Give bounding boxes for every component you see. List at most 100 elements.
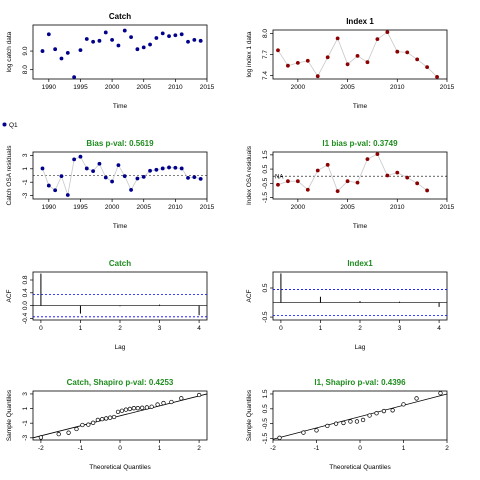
data-point xyxy=(354,419,360,424)
data-point xyxy=(46,183,51,188)
y-axis-label: Sample Quantiles xyxy=(6,389,13,441)
x-tick-label: -2 xyxy=(38,445,44,452)
data-point xyxy=(139,405,145,410)
data-point xyxy=(97,38,102,43)
data-point xyxy=(192,175,197,180)
x-tick-label: 2005 xyxy=(136,84,151,91)
data-point xyxy=(135,176,140,181)
y-tick-label: 9.0 xyxy=(22,46,29,55)
data-point xyxy=(415,181,420,186)
data-point xyxy=(401,402,406,407)
data-point xyxy=(129,188,133,192)
chart-panel-catch_acf: Catch 0 1 2 3 4 -0.4 0.0 0.4 0.8 Lag ACF xyxy=(6,259,208,351)
chart-panel-index1: Index 1 2000 2005 2010 2015 7.4 7.7 8.0 Time log … xyxy=(246,17,455,110)
legend-label: Q1 xyxy=(9,122,18,129)
x-axis-label: Theoretical Quantiles xyxy=(329,464,391,471)
data-point xyxy=(186,39,190,44)
data-point xyxy=(355,180,360,185)
data-point xyxy=(104,416,109,421)
x-tick-label: 1995 xyxy=(73,204,88,211)
y-tick-label: 0.0 xyxy=(22,301,29,310)
y-axis-label: log catch data xyxy=(6,31,13,72)
x-tick-label: -2 xyxy=(270,445,276,452)
data-point xyxy=(46,32,51,37)
x-tick-label: 0 xyxy=(118,445,122,452)
x-tick-label: 1 xyxy=(402,445,406,452)
x-tick-label: 2000 xyxy=(291,84,306,91)
data-point xyxy=(100,417,105,422)
data-point xyxy=(390,408,395,413)
y-tick-label: 1 xyxy=(22,406,29,410)
x-tick-label: 2010 xyxy=(390,84,405,91)
x-tick-label: -1 xyxy=(78,445,84,452)
x-tick-label: 2010 xyxy=(390,204,405,211)
data-point xyxy=(90,420,96,425)
data-point xyxy=(173,33,178,38)
data-point xyxy=(78,48,83,53)
x-axis-label: Lag xyxy=(115,344,126,351)
data-point xyxy=(131,406,136,411)
data-point xyxy=(116,163,121,167)
y-tick-label: 1.5 xyxy=(262,150,269,159)
data-point xyxy=(348,419,353,424)
chart-title: I1 bias p-val: 0.3749 xyxy=(322,139,398,148)
x-tick-label: -1 xyxy=(314,445,320,452)
data-point xyxy=(144,405,150,410)
y-tick-label: 3 xyxy=(22,153,29,157)
data-point xyxy=(179,166,184,171)
data-point xyxy=(276,48,280,53)
plot-frame xyxy=(272,29,448,80)
series-line xyxy=(277,153,428,192)
y-tick-label: 0.5 xyxy=(262,404,269,413)
data-point xyxy=(192,37,197,42)
y-tick-label: -0.4 xyxy=(22,312,29,324)
legend: Q1 xyxy=(2,122,18,129)
y-tick-label: -3 xyxy=(22,435,29,441)
data-point xyxy=(173,165,178,170)
y-tick-label: 7.7 xyxy=(262,50,269,59)
x-tick-label: 2015 xyxy=(440,204,455,211)
x-tick-label: 4 xyxy=(437,325,441,332)
y-axis-label: Index OSA residuals xyxy=(246,145,253,205)
x-tick-label: 2 xyxy=(118,325,122,332)
x-tick-label: 4 xyxy=(197,325,201,332)
data-point xyxy=(375,37,380,41)
chart-title: Index1 xyxy=(347,259,373,268)
data-point xyxy=(53,47,58,52)
data-point xyxy=(119,408,125,413)
plot-frame xyxy=(32,24,208,80)
data-point xyxy=(135,406,140,411)
data-point xyxy=(414,396,419,401)
data-point xyxy=(365,157,370,162)
y-axis-label: ACF xyxy=(246,289,253,302)
y-tick-label: -3 xyxy=(22,192,29,198)
data-point xyxy=(375,152,380,157)
data-point xyxy=(65,193,70,197)
x-axis-label: Time xyxy=(113,103,128,110)
chart-panel-catch: Catch 1990 1995 2000 2005 2010 2015 8.0 9.0 Time l… xyxy=(6,12,215,110)
x-tick-label: 2015 xyxy=(200,84,215,91)
x-axis-label: Time xyxy=(353,223,368,230)
data-point xyxy=(395,49,400,54)
data-point xyxy=(115,409,121,414)
plot-frame xyxy=(272,271,448,321)
data-point xyxy=(286,63,290,68)
data-point xyxy=(149,404,154,409)
data-point xyxy=(295,61,300,65)
data-point xyxy=(335,189,340,194)
x-tick-label: 2005 xyxy=(136,204,151,211)
x-axis-label: Theoretical Quantiles xyxy=(89,464,151,471)
data-point xyxy=(367,413,372,418)
y-tick-label: 8.0 xyxy=(22,65,29,74)
chart-panel-catch_qq: Catch, Shapiro p-val: 0.4253 -2 -1 0 1 2 -3 -1 1… xyxy=(6,378,208,471)
y-tick-label: -1.5 xyxy=(262,192,269,204)
data-point xyxy=(305,187,310,192)
data-point xyxy=(314,428,319,433)
chart-title: Catch xyxy=(109,259,131,268)
data-point xyxy=(385,173,390,178)
data-point xyxy=(325,55,330,60)
x-tick-label: 1995 xyxy=(73,84,88,91)
data-point xyxy=(122,28,127,33)
data-point xyxy=(155,402,160,407)
